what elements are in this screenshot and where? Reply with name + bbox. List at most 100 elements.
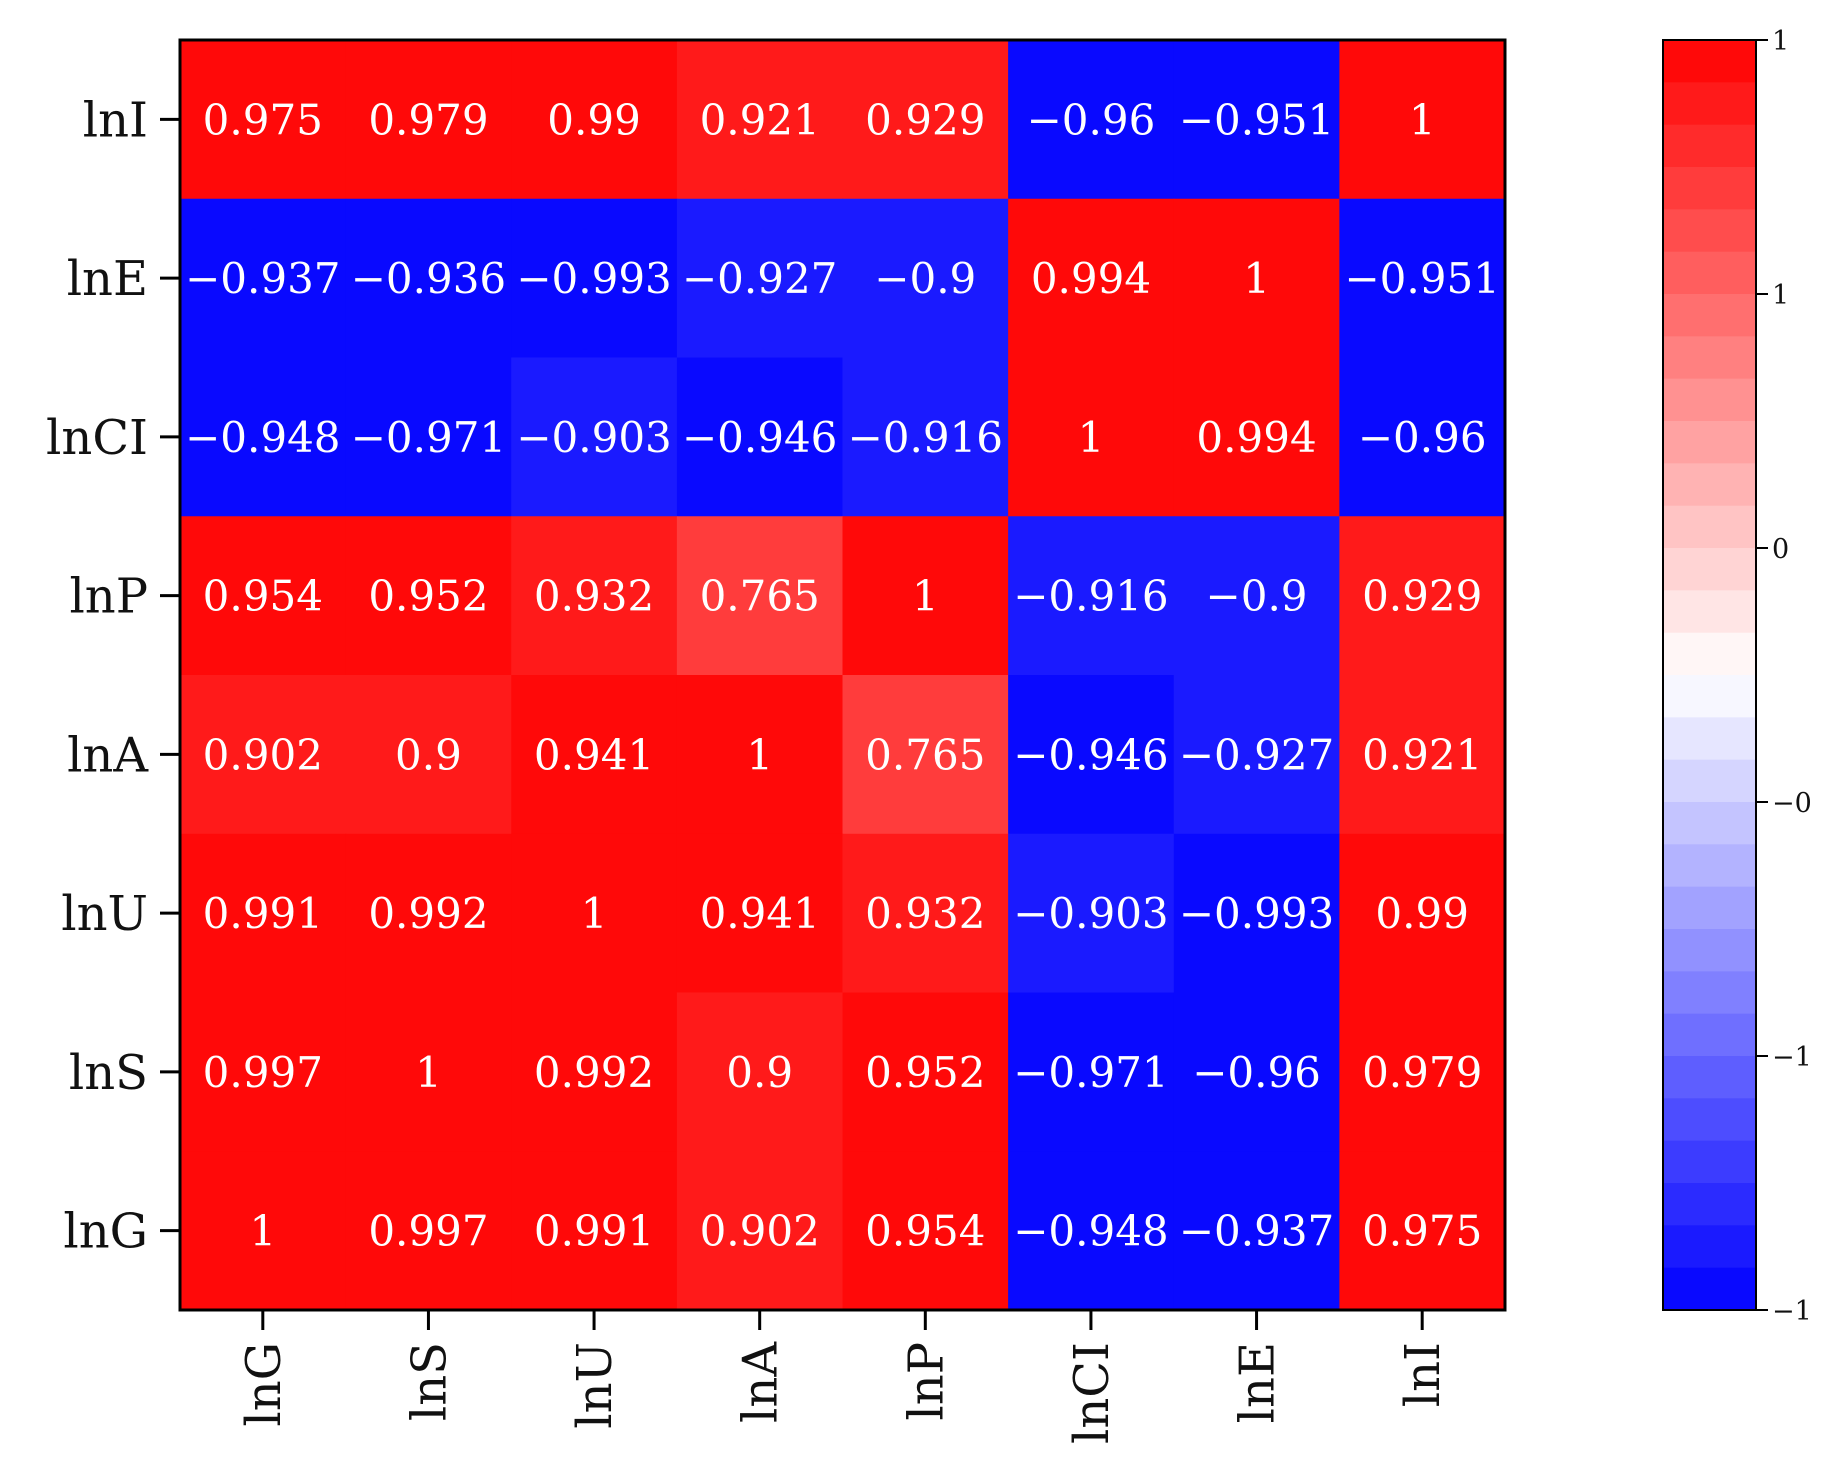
heatmap-cell-label: 0.997 (368, 1207, 488, 1256)
heatmap-cell (842, 1151, 1009, 1311)
heatmap-cell (511, 1151, 678, 1311)
x-axis-tick-label: lnCI (1064, 1342, 1120, 1444)
heatmap-cell-label: −0.927 (1179, 730, 1334, 779)
heatmap-cells (180, 40, 1506, 1311)
heatmap-cell (1173, 992, 1340, 1152)
heatmap-cell (1339, 357, 1506, 517)
heatmap-cell-label: −0.916 (848, 413, 1003, 462)
heatmap-cell-label: −0.9 (874, 254, 976, 303)
colorbar-tick-label: −1 (1772, 1042, 1812, 1073)
x-axis-tick-label: lnU (567, 1342, 623, 1429)
y-axis-tick-label: lnA (67, 727, 149, 783)
heatmap-cell-label: 0.9 (726, 1048, 793, 1097)
colorbar-segment (1663, 717, 1756, 761)
colorbar-tick-label: −0 (1772, 788, 1812, 819)
colorbar-segment (1663, 378, 1756, 422)
heatmap-cell-label: −0.951 (1344, 254, 1499, 303)
heatmap-cell (1173, 198, 1340, 359)
heatmap-cell-label: −0.96 (1192, 1048, 1321, 1097)
heatmap-cell (180, 833, 347, 994)
heatmap-cell (511, 675, 678, 835)
heatmap-cell (345, 833, 512, 994)
heatmap-cell-label: 0.954 (203, 572, 323, 621)
x-axis: lnG lnS lnU lnA lnP lnCI lnE lnI (236, 1310, 1451, 1444)
colorbar-tick-label: 1 (1772, 26, 1789, 57)
heatmap-cell (842, 675, 1009, 835)
heatmap-cell (511, 833, 678, 994)
heatmap-cell (842, 198, 1009, 359)
heatmap-cell-label: 1 (1243, 254, 1270, 303)
heatmap-cell-label: 0.979 (368, 95, 488, 144)
heatmap-cell-label: −0.96 (1358, 413, 1487, 462)
heatmap-cell-label: 0.9 (395, 730, 462, 779)
colorbar-segment (1663, 336, 1756, 380)
colorbar-segment (1663, 209, 1756, 253)
heatmap-cell-label: −0.946 (682, 413, 837, 462)
y-axis-tick-label: lnE (67, 251, 148, 307)
colorbar-segment (1663, 167, 1756, 210)
heatmap-cell (1339, 516, 1506, 676)
heatmap-cell-label: 0.975 (203, 95, 323, 144)
heatmap-cell-label: 0.941 (700, 889, 820, 938)
heatmap-cell-label: 1 (581, 889, 608, 938)
colorbar-segment (1663, 632, 1756, 676)
heatmap-cell-label: 1 (912, 572, 939, 621)
heatmap-cell-label: −0.937 (185, 254, 340, 303)
x-axis-tick-label: lnE (1230, 1342, 1286, 1423)
heatmap-cell-label: −0.916 (1013, 572, 1168, 621)
heatmap-cell (676, 833, 844, 994)
heatmap-cell-label: −0.936 (351, 254, 506, 303)
heatmap-cell (180, 992, 347, 1152)
heatmap-cell (676, 516, 844, 676)
heatmap-cell-label: −0.993 (516, 254, 671, 303)
heatmap-cell-label: −0.903 (516, 413, 671, 462)
heatmap-cell-label: 0.932 (865, 889, 985, 938)
colorbar-segment (1663, 1013, 1756, 1057)
heatmap-cell (676, 992, 844, 1152)
colorbar-segment (1663, 844, 1756, 888)
heatmap-cell (511, 357, 678, 517)
heatmap-cell (1173, 675, 1340, 835)
heatmap-cell-label: 0.932 (534, 572, 654, 621)
heatmap-cell (345, 992, 512, 1152)
heatmap-cell-label: −0.951 (1179, 95, 1334, 144)
heatmap-cell (842, 40, 1009, 200)
heatmap-cell-label: 0.997 (203, 1048, 323, 1097)
heatmap-cell-label: 0.921 (700, 95, 820, 144)
heatmap-cell-label: −0.9 (1206, 572, 1308, 621)
y-axis-tick-label: lnG (63, 1204, 148, 1260)
heatmap-cell (1339, 198, 1506, 359)
heatmap-cell (511, 40, 678, 200)
heatmap-cell-label: 0.921 (1362, 730, 1482, 779)
colorbar-segment (1663, 886, 1756, 930)
heatmap-cell-label: 0.994 (1031, 254, 1151, 303)
y-axis-tick-label: lnU (61, 886, 148, 942)
heatmap-cell-label: −0.946 (1013, 730, 1168, 779)
heatmap-cell-label: 1 (1078, 413, 1105, 462)
colorbar-segment (1663, 1140, 1756, 1184)
heatmap-cell (1173, 40, 1340, 200)
heatmap-cell-label: 0.99 (1375, 889, 1469, 938)
heatmap-cell-label: 0.902 (203, 730, 323, 779)
heatmap-cell (511, 992, 678, 1152)
heatmap-cell-label: 0.765 (700, 572, 820, 621)
heatmap-cell-label: −0.971 (351, 413, 506, 462)
y-axis-tick-label: lnCI (46, 410, 148, 466)
heatmap-cell (1173, 357, 1340, 517)
colorbar-segment (1663, 759, 1756, 803)
heatmap-cell-label: 0.941 (534, 730, 654, 779)
heatmap-cell (345, 1151, 512, 1311)
x-axis-tick-label: lnI (1395, 1342, 1451, 1407)
heatmap-cell-label: 0.954 (865, 1207, 985, 1256)
heatmap-cell (511, 516, 678, 676)
heatmap-cell (1008, 516, 1175, 676)
heatmap-cell-label: 0.929 (1362, 572, 1482, 621)
heatmap-cell (180, 357, 347, 517)
heatmap-cell (345, 675, 512, 835)
heatmap-cell (1339, 675, 1506, 835)
heatmap-cell (180, 675, 347, 835)
x-axis-tick-label: lnS (401, 1342, 457, 1421)
heatmap-cell-label: 0.992 (534, 1048, 654, 1097)
heatmap-cell-label: 1 (415, 1048, 442, 1097)
